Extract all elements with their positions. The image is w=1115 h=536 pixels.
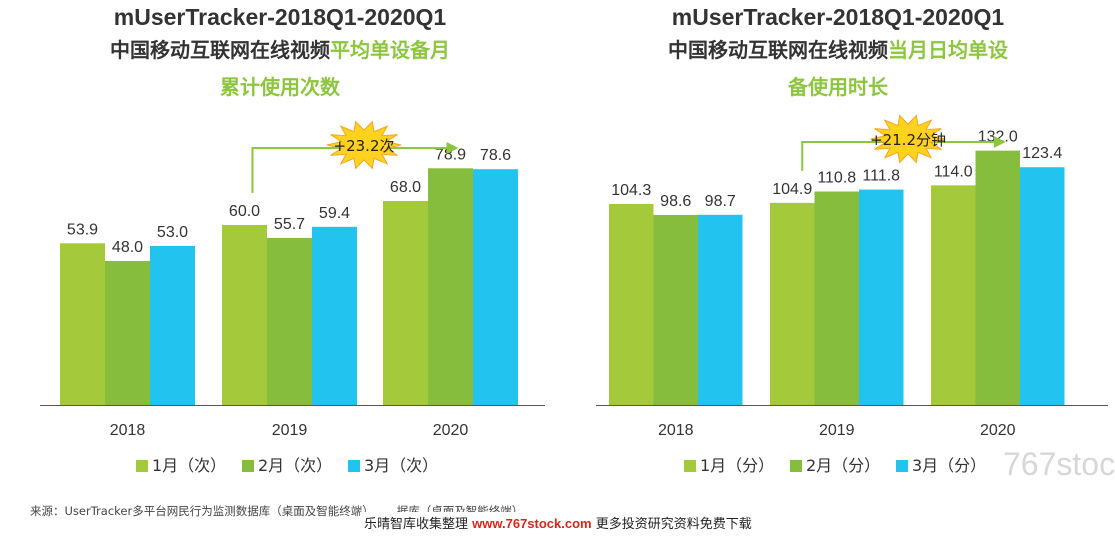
legend-label: 2月（分） <box>806 456 880 475</box>
chart-title-highlight-line2: 备使用时长 <box>788 75 888 99</box>
data-label: 53.9 <box>67 221 98 238</box>
chart-panel-left: mUserTracker-2018Q1-2020Q1 中国移动互联网在线视频平均… <box>10 0 550 490</box>
arrow-head <box>993 136 1006 148</box>
chart-title-highlight: 平均单设备月 <box>330 38 450 62</box>
chart-title-cn: 中国移动互联网在线视频 <box>110 38 330 62</box>
x-tick-label: 2018 <box>658 422 694 439</box>
data-label: 59.4 <box>319 205 350 222</box>
data-label: 114.0 <box>934 163 973 180</box>
legend-swatch <box>136 460 148 472</box>
x-tick-label: 2019 <box>819 422 855 439</box>
x-tick-label: 2019 <box>272 422 308 439</box>
data-label: 60.0 <box>229 203 260 220</box>
callout-label: +21.2分钟 <box>870 131 946 149</box>
legend-label: 2月（次） <box>258 456 332 475</box>
bar <box>814 191 859 405</box>
chart-title-highlight: 当月日均单设 <box>888 38 1008 62</box>
x-tick-label: 2020 <box>433 422 469 439</box>
bar <box>312 226 357 405</box>
x-tick-label: 2020 <box>980 422 1016 439</box>
chart-title-left: mUserTracker-2018Q1-2020Q1 中国移动互联网在线视频平均… <box>10 2 550 106</box>
chart-title-right: mUserTracker-2018Q1-2020Q1 中国移动互联网在线视频当月… <box>568 2 1108 106</box>
bar <box>105 261 150 405</box>
x-tick-label: 2018 <box>110 422 146 439</box>
bar <box>859 189 904 405</box>
legend-swatch <box>790 460 802 472</box>
data-label: 110.8 <box>817 169 856 186</box>
legend-label: 3月（次） <box>364 456 438 475</box>
chart-title-en: mUserTracker-2018Q1-2020Q1 <box>671 4 1005 30</box>
legend-swatch <box>684 460 696 472</box>
bar <box>975 150 1020 405</box>
bar <box>428 168 473 405</box>
chart-panel-right: mUserTracker-2018Q1-2020Q1 中国移动互联网在线视频当月… <box>568 0 1108 490</box>
bar <box>60 243 105 405</box>
bar <box>473 169 518 405</box>
data-label: 98.6 <box>660 193 691 210</box>
data-label: 48.0 <box>112 239 143 256</box>
bar <box>653 214 698 405</box>
data-label: 123.4 <box>1022 145 1062 162</box>
watermark-suffix: 更多投资研究资料免费下载 <box>595 517 752 532</box>
data-label: 104.3 <box>611 182 651 199</box>
watermark-banner: 乐晴智库收集整理 www.767stock.com 更多投资研究资料免费下载 <box>360 512 756 533</box>
bar-chart-right: 104.3 98.6 98.7 2018 104.9 110.8 111.8 2019 114.… <box>596 114 1108 475</box>
bar-chart-left: 53.9 48.0 53.0 2018 60.0 55.7 59.4 2019 68.0 78.9… <box>40 120 545 475</box>
bar <box>383 201 428 405</box>
data-label: 111.8 <box>862 168 900 185</box>
watermark-prefix: 乐晴智库收集整理 <box>364 517 469 532</box>
data-label: 55.7 <box>274 216 305 233</box>
legend-label: 1月（次） <box>152 456 226 475</box>
legend-swatch <box>896 460 908 472</box>
legend-swatch <box>242 460 254 472</box>
bar <box>267 237 312 405</box>
bar <box>222 225 267 405</box>
callout-starburst <box>326 120 402 170</box>
bar <box>698 214 743 405</box>
legend-label: 3月（分） <box>912 456 986 475</box>
data-label: 78.9 <box>435 146 466 163</box>
bar <box>609 204 654 405</box>
watermark-link[interactable]: www.767stock.com <box>472 516 592 531</box>
bar <box>150 246 195 405</box>
chart-title-highlight-line2: 累计使用次数 <box>220 75 340 99</box>
data-label: 53.0 <box>157 224 188 241</box>
data-label: 104.9 <box>772 181 812 198</box>
bar <box>931 185 976 405</box>
bar <box>770 202 815 405</box>
bar <box>1020 167 1065 405</box>
legend-label: 1月（分） <box>700 456 774 475</box>
data-label: 78.6 <box>480 147 511 164</box>
data-label: 98.7 <box>705 193 736 210</box>
chart-title-cn: 中国移动互联网在线视频 <box>668 38 888 62</box>
chart-title-en: mUserTracker-2018Q1-2020Q1 <box>113 4 447 30</box>
legend-swatch <box>348 460 360 472</box>
callout-label: +23.2次 <box>334 137 395 155</box>
watermark-corner: 767stock.c <box>1003 446 1115 482</box>
callout-starburst <box>870 114 946 164</box>
data-label: 68.0 <box>390 179 421 196</box>
arrow-head <box>446 142 459 154</box>
